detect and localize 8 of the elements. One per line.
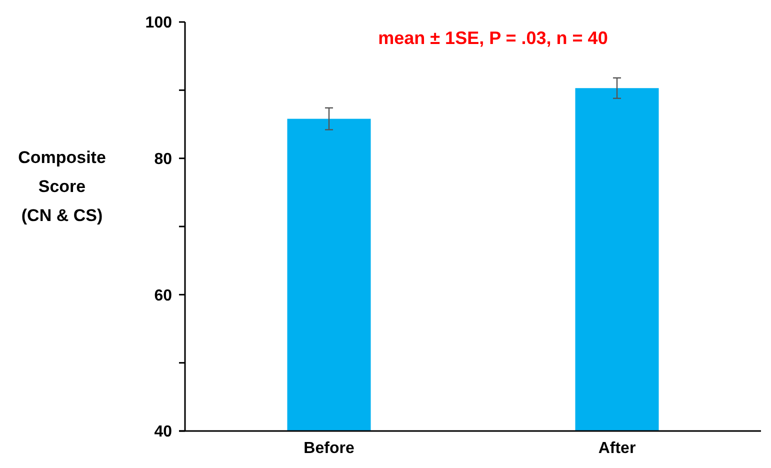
y-tick-label: 60 <box>154 287 172 304</box>
annotation: mean ± 1SE, P = .03, n = 40 <box>378 28 608 48</box>
y-axis-title: Composite Score (CN & CS) <box>18 148 106 225</box>
y-tick-label: 100 <box>145 14 172 32</box>
x-tick-label: After <box>598 440 636 457</box>
x-tick-label: Before <box>304 440 354 457</box>
y-tick-label: 80 <box>154 150 172 168</box>
y-tick-label: 40 <box>154 424 172 441</box>
